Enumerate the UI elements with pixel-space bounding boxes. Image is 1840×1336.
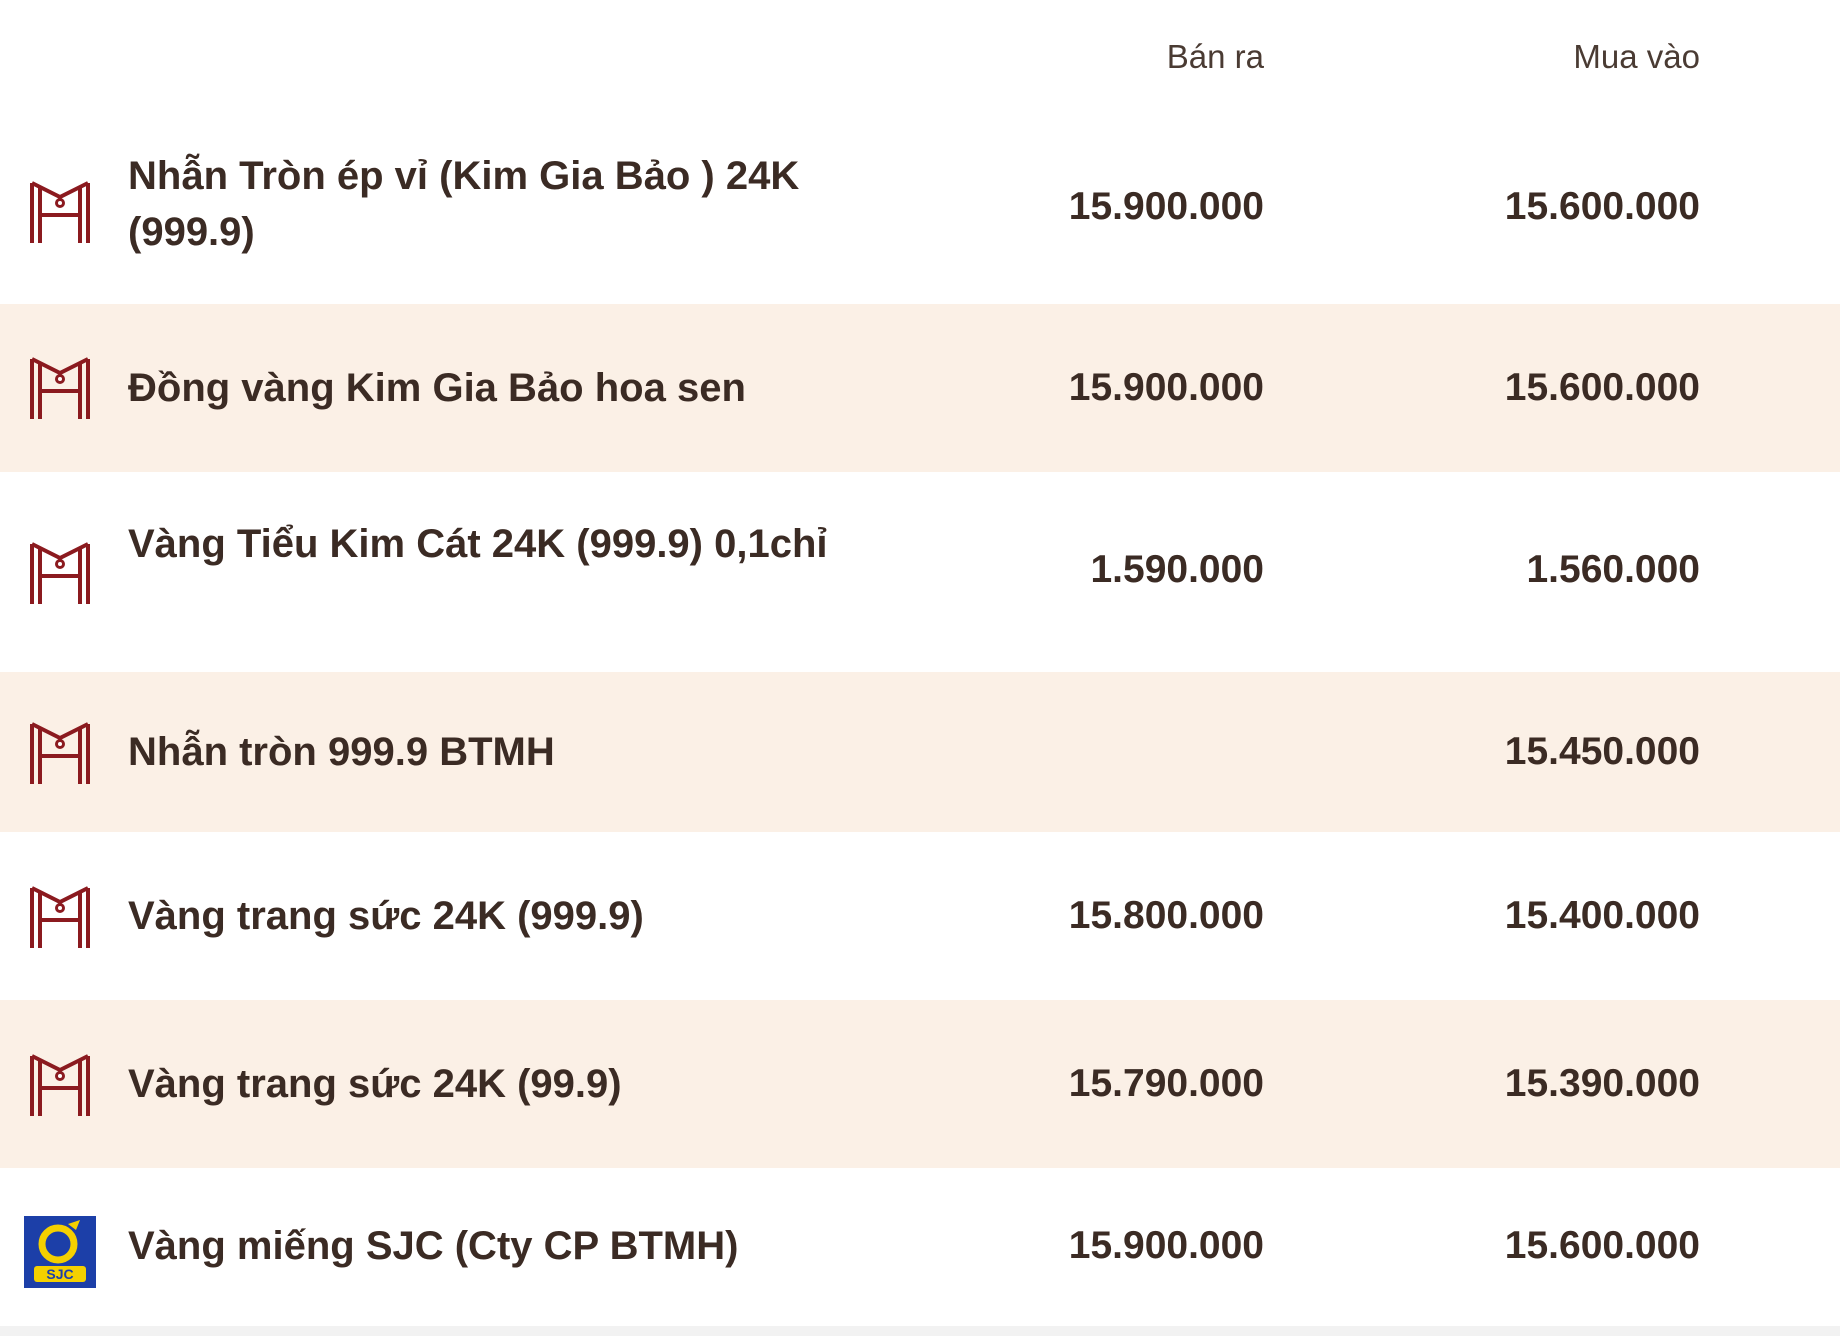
sell-price: 15.790.000 xyxy=(1068,1062,1264,1105)
product-name: Vàng miếng SJC (Cty CP BTMH) xyxy=(128,1224,739,1268)
product-name: Đồng vàng Kim Gia Bảo hoa sen xyxy=(128,366,746,410)
table-row: Nhẫn tròn 999.9 BTMH 15.450.000 xyxy=(0,672,1840,832)
sjc-logo-icon: SJC xyxy=(24,1216,96,1288)
buy-price: 15.390.000 xyxy=(1504,1062,1700,1105)
table-row: Nhẫn Tròn ép vỉ (Kim Gia Bảo ) 24K (999.… xyxy=(0,118,1840,304)
buy-price: 1.560.000 xyxy=(1526,548,1700,591)
product-name: Nhẫn tròn 999.9 BTMH xyxy=(128,730,555,774)
btmh-logo-icon xyxy=(24,351,96,423)
sell-price: 15.900.000 xyxy=(1068,1224,1264,1267)
product-name: Vàng trang sức 24K (999.9) xyxy=(128,894,644,938)
sell-column-header: Bán ra xyxy=(1166,38,1264,75)
buy-price: 15.600.000 xyxy=(1504,1224,1700,1267)
sell-price: 15.900.000 xyxy=(1068,366,1264,409)
table-row: SJC Vàng miếng SJC (Cty CP BTMH) 15.900.… xyxy=(0,1168,1840,1326)
product-name: Nhẫn Tròn ép vỉ (Kim Gia Bảo ) 24K (999.… xyxy=(128,154,800,254)
buy-price: 15.450.000 xyxy=(1504,730,1700,773)
sell-price: 1.590.000 xyxy=(1090,548,1264,591)
buy-column-header: Mua vào xyxy=(1573,38,1700,75)
svg-text:SJC: SJC xyxy=(46,1266,73,1282)
table-row: Vàng trang sức 24K (99.9) 15.790.000 15.… xyxy=(0,1000,1840,1168)
sell-price: 15.900.000 xyxy=(1068,185,1264,228)
bottom-divider xyxy=(0,1326,1840,1336)
btmh-logo-icon xyxy=(24,536,96,608)
table-header: Bán ra Mua vào xyxy=(0,0,1840,118)
product-name: Vàng trang sức 24K (99.9) xyxy=(128,1062,622,1106)
btmh-logo-icon xyxy=(24,1048,96,1120)
product-name: Vàng Tiểu Kim Cát 24K (999.9) 0,1chỉ xyxy=(128,522,828,566)
buy-price: 15.600.000 xyxy=(1504,366,1700,409)
buy-price: 15.600.000 xyxy=(1504,185,1700,228)
sell-price: 15.800.000 xyxy=(1068,894,1264,937)
btmh-logo-icon xyxy=(24,175,96,247)
table-row: Đồng vàng Kim Gia Bảo hoa sen 15.900.000… xyxy=(0,304,1840,472)
buy-price: 15.400.000 xyxy=(1504,894,1700,937)
table-row: Vàng trang sức 24K (999.9) 15.800.000 15… xyxy=(0,832,1840,1000)
btmh-logo-icon xyxy=(24,716,96,788)
table-row: Vàng Tiểu Kim Cát 24K (999.9) 0,1chỉ 1.5… xyxy=(0,472,1840,672)
btmh-logo-icon xyxy=(24,880,96,952)
